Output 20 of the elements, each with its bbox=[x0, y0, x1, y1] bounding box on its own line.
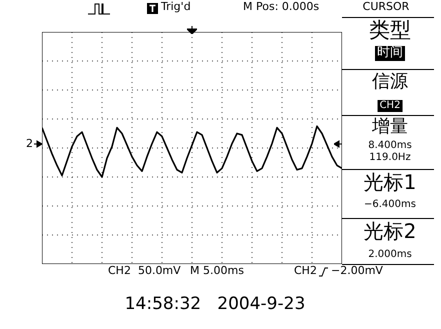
text: −6.400ms bbox=[364, 199, 416, 210]
text: 2 bbox=[26, 137, 33, 151]
text: CH2 50.0mV bbox=[108, 264, 181, 278]
text: M 5.00ms bbox=[190, 264, 244, 278]
text: 类型 bbox=[369, 18, 411, 42]
text: 光标2 bbox=[364, 219, 416, 243]
text: 14:58:32 2004-9-23 bbox=[124, 294, 306, 315]
text: CH2 bbox=[294, 264, 317, 278]
text: 增量 bbox=[372, 116, 408, 138]
text: 光标1 bbox=[364, 170, 416, 194]
text: CH2 bbox=[378, 100, 402, 112]
text: −2.00mV bbox=[331, 264, 383, 278]
text: CURSOR bbox=[362, 0, 410, 14]
text: 8.400ms bbox=[368, 140, 412, 152]
text: M Pos: 0.000s bbox=[243, 0, 320, 14]
text: 信源 bbox=[372, 71, 408, 93]
text: 时间 bbox=[375, 45, 405, 61]
text: 119.0Hz bbox=[369, 152, 411, 164]
text: 2.000ms bbox=[368, 249, 412, 260]
text: Trig'd bbox=[161, 0, 191, 14]
